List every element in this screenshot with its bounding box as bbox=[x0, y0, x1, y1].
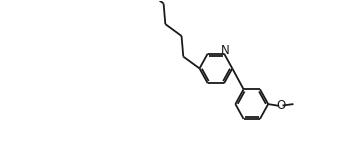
Text: O: O bbox=[276, 99, 286, 112]
Text: N: N bbox=[221, 43, 230, 57]
